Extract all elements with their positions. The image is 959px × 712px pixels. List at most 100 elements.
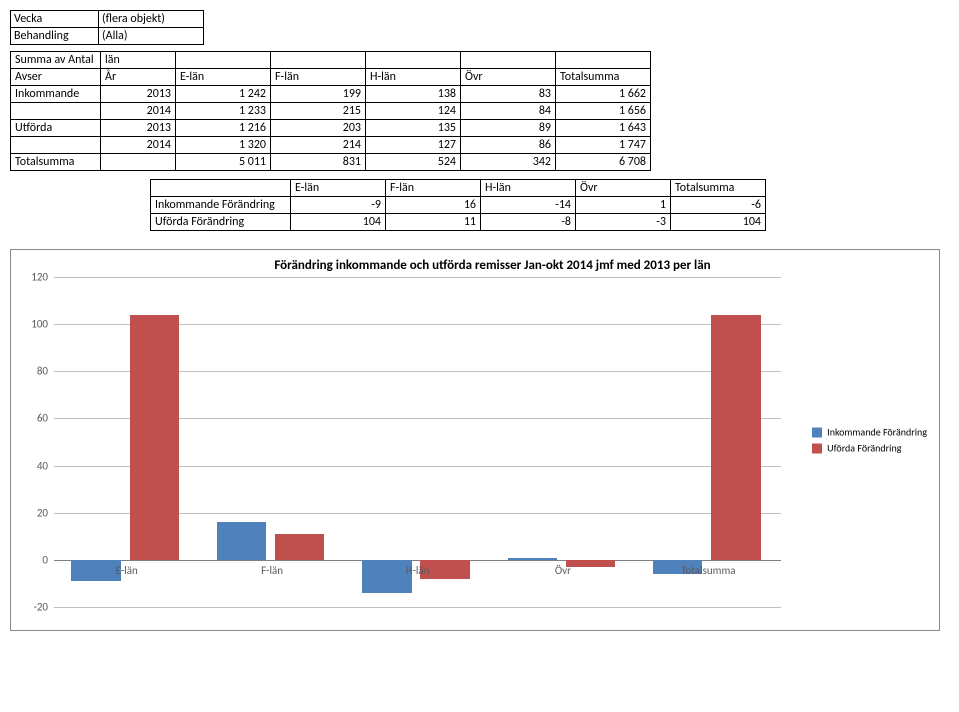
table-cell: 1 747 bbox=[556, 137, 651, 154]
chart-plot-area: -20020406080100120E-länF-länH-länÖvrTota… bbox=[54, 277, 781, 607]
table-cell: 199 bbox=[271, 86, 366, 103]
chart-y-tick-label: 60 bbox=[37, 412, 54, 425]
change-cell: 1 bbox=[576, 197, 671, 214]
filter-vecka-value: (flera objekt) bbox=[99, 11, 204, 28]
chart: Förändring inkommande och utförda remiss… bbox=[10, 249, 940, 631]
legend-swatch bbox=[812, 427, 822, 437]
chart-x-tick-label: Övr bbox=[490, 564, 635, 577]
table-row-year bbox=[101, 154, 176, 171]
chart-bar bbox=[275, 534, 324, 560]
filter-table: Vecka (flera objekt) Behandling (Alla) bbox=[10, 10, 204, 45]
legend-label: Inkommande Förändring bbox=[827, 426, 927, 439]
table-row-year: 2014 bbox=[101, 137, 176, 154]
chart-y-tick-label: 100 bbox=[31, 318, 54, 331]
hdr-col: Totalsumma bbox=[556, 69, 651, 86]
hdr-col: Övr bbox=[461, 69, 556, 86]
chart-y-tick-label: 40 bbox=[37, 459, 54, 472]
chg-hdr: Totalsumma bbox=[671, 180, 766, 197]
table-row-label: Totalsumma bbox=[11, 154, 101, 171]
chart-category-group: E-län bbox=[54, 277, 199, 607]
change-row-label: Inkommande Förändring bbox=[151, 197, 291, 214]
chart-bar bbox=[711, 315, 760, 560]
chart-x-tick-label: Totalsumma bbox=[636, 564, 781, 577]
change-cell: 16 bbox=[386, 197, 481, 214]
legend-label: Uförda Förändring bbox=[827, 442, 901, 455]
table-cell: 1 320 bbox=[176, 137, 271, 154]
table-cell: 1 643 bbox=[556, 120, 651, 137]
table-row-label: Utförda bbox=[11, 120, 101, 137]
chart-category-group: Totalsumma bbox=[636, 277, 781, 607]
chart-category-group: H-län bbox=[345, 277, 490, 607]
chg-hdr: Övr bbox=[576, 180, 671, 197]
table-cell: 83 bbox=[461, 86, 556, 103]
table-row-label bbox=[11, 103, 101, 120]
table-cell: 831 bbox=[271, 154, 366, 171]
filter-behandling-label: Behandling bbox=[11, 28, 99, 45]
table-row-label: Inkommande bbox=[11, 86, 101, 103]
chart-y-tick-label: 120 bbox=[31, 271, 54, 284]
table-cell: 127 bbox=[366, 137, 461, 154]
table-cell: 1 216 bbox=[176, 120, 271, 137]
chart-y-tick-label: 0 bbox=[42, 553, 54, 566]
chart-bar bbox=[508, 558, 557, 560]
change-cell: -14 bbox=[481, 197, 576, 214]
hdr-ar: År bbox=[101, 69, 176, 86]
hdr-lan: län bbox=[101, 52, 176, 69]
legend-item: Uförda Förändring bbox=[812, 442, 927, 455]
change-cell: -3 bbox=[576, 214, 671, 231]
chart-x-tick-label: F-län bbox=[199, 564, 344, 577]
change-cell: 11 bbox=[386, 214, 481, 231]
legend-item: Inkommande Förändring bbox=[812, 426, 927, 439]
filter-vecka-label: Vecka bbox=[11, 11, 99, 28]
table-cell: 1 242 bbox=[176, 86, 271, 103]
table-cell: 214 bbox=[271, 137, 366, 154]
table-row-label bbox=[11, 137, 101, 154]
table-cell: 342 bbox=[461, 154, 556, 171]
table-cell: 124 bbox=[366, 103, 461, 120]
hdr-summa: Summa av Antal bbox=[11, 52, 101, 69]
chart-bar bbox=[217, 522, 266, 560]
table-row-year: 2014 bbox=[101, 103, 176, 120]
chg-hdr: H-län bbox=[481, 180, 576, 197]
chart-gridline bbox=[54, 607, 781, 608]
change-row-label: Uförda Förändring bbox=[151, 214, 291, 231]
change-cell: -9 bbox=[291, 197, 386, 214]
change-table: E-län F-län H-län Övr Totalsumma Inkomma… bbox=[150, 179, 766, 231]
hdr-col: H-län bbox=[366, 69, 461, 86]
chart-y-tick-label: 20 bbox=[37, 506, 54, 519]
table-row-year: 2013 bbox=[101, 120, 176, 137]
change-cell: -6 bbox=[671, 197, 766, 214]
table-cell: 524 bbox=[366, 154, 461, 171]
legend-swatch bbox=[812, 443, 822, 453]
chart-y-tick-label: -20 bbox=[33, 601, 54, 614]
hdr-col: F-län bbox=[271, 69, 366, 86]
chart-x-tick-label: H-län bbox=[345, 564, 490, 577]
chg-hdr: E-län bbox=[291, 180, 386, 197]
table-cell: 138 bbox=[366, 86, 461, 103]
table-cell: 5 011 bbox=[176, 154, 271, 171]
change-cell: 104 bbox=[671, 214, 766, 231]
chart-legend: Inkommande Förändring Uförda Förändring bbox=[812, 423, 927, 458]
chg-hdr: F-län bbox=[386, 180, 481, 197]
chart-y-tick-label: 80 bbox=[37, 365, 54, 378]
table-cell: 84 bbox=[461, 103, 556, 120]
table-cell: 203 bbox=[271, 120, 366, 137]
chart-bar bbox=[130, 315, 179, 560]
table-cell: 1 233 bbox=[176, 103, 271, 120]
table-cell: 1 662 bbox=[556, 86, 651, 103]
table-row-year: 2013 bbox=[101, 86, 176, 103]
table-cell: 135 bbox=[366, 120, 461, 137]
table-cell: 1 656 bbox=[556, 103, 651, 120]
filter-behandling-value: (Alla) bbox=[99, 28, 204, 45]
table-cell: 6 708 bbox=[556, 154, 651, 171]
chart-title: Förändring inkommande och utförda remiss… bbox=[54, 258, 931, 273]
main-table: Summa av Antal län Avser År E-län F-län … bbox=[10, 51, 651, 171]
change-cell: -8 bbox=[481, 214, 576, 231]
hdr-avser: Avser bbox=[11, 69, 101, 86]
table-cell: 89 bbox=[461, 120, 556, 137]
table-cell: 215 bbox=[271, 103, 366, 120]
chart-category-group: F-län bbox=[199, 277, 344, 607]
chart-x-tick-label: E-län bbox=[54, 564, 199, 577]
chart-category-group: Övr bbox=[490, 277, 635, 607]
change-cell: 104 bbox=[291, 214, 386, 231]
